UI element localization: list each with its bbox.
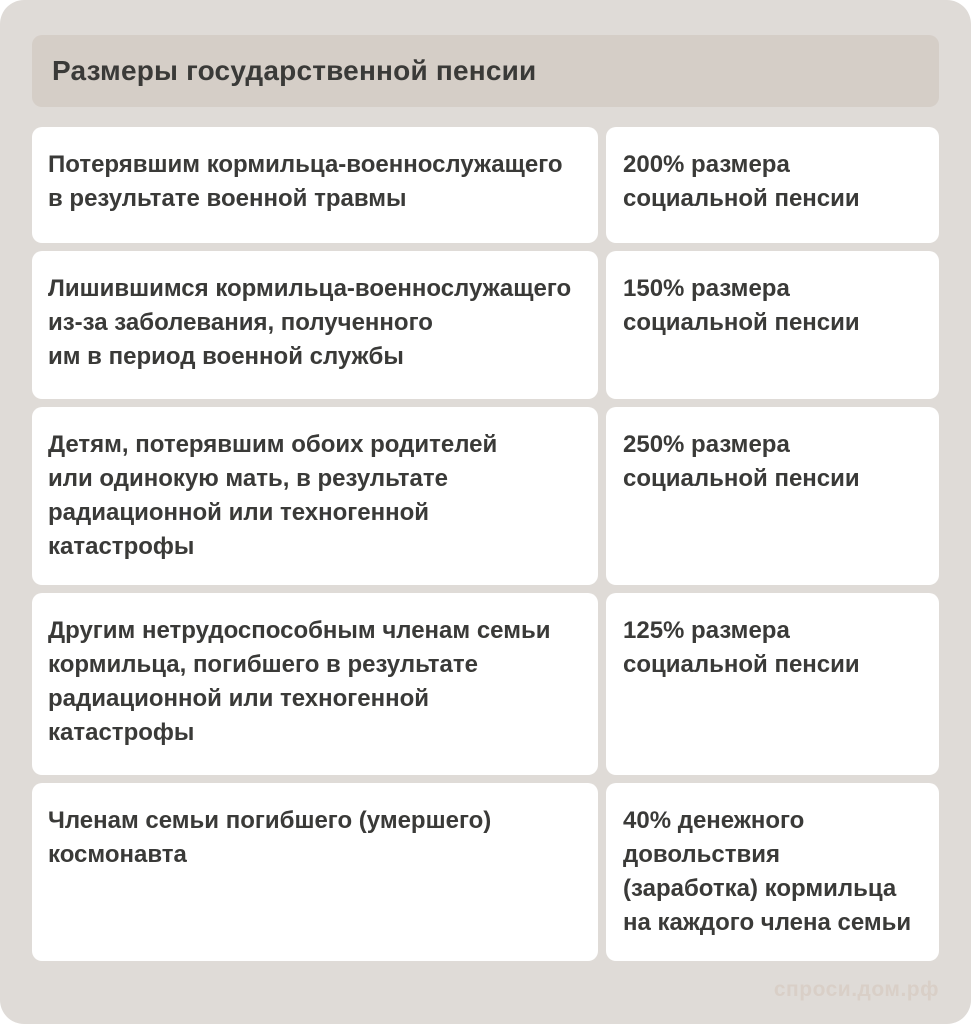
title-banner: Размеры государственной пенсии	[32, 35, 939, 107]
value-cell: 40% денежного довольствия (заработка) ко…	[606, 783, 939, 961]
pension-table: Потерявшим кормильца-военнослужащего в р…	[32, 127, 939, 961]
watermark: спроси.дом.рф	[773, 978, 939, 1001]
table-row: Детям, потерявшим обоих родителей или од…	[32, 407, 939, 585]
category-cell: Членам семьи погибшего (умершего) космон…	[32, 783, 598, 961]
category-cell: Лишившимся кормильца-военнослужащего из-…	[32, 251, 598, 399]
category-cell: Другим нетрудоспособным членам семьи кор…	[32, 593, 598, 775]
category-cell: Детям, потерявшим обоих родителей или од…	[32, 407, 598, 585]
value-cell: 150% размера социальной пенсии	[606, 251, 939, 399]
page-title: Размеры государственной пенсии	[52, 55, 537, 86]
value-cell: 200% размера социальной пенсии	[606, 127, 939, 243]
table-row: Потерявшим кормильца-военнослужащего в р…	[32, 127, 939, 243]
table-row: Членам семьи погибшего (умершего) космон…	[32, 783, 939, 961]
category-cell: Потерявшим кормильца-военнослужащего в р…	[32, 127, 598, 243]
value-cell: 125% размера социальной пенсии	[606, 593, 939, 775]
value-cell: 250% размера социальной пенсии	[606, 407, 939, 585]
table-row: Лишившимся кормильца-военнослужащего из-…	[32, 251, 939, 399]
table-row: Другим нетрудоспособным членам семьи кор…	[32, 593, 939, 775]
